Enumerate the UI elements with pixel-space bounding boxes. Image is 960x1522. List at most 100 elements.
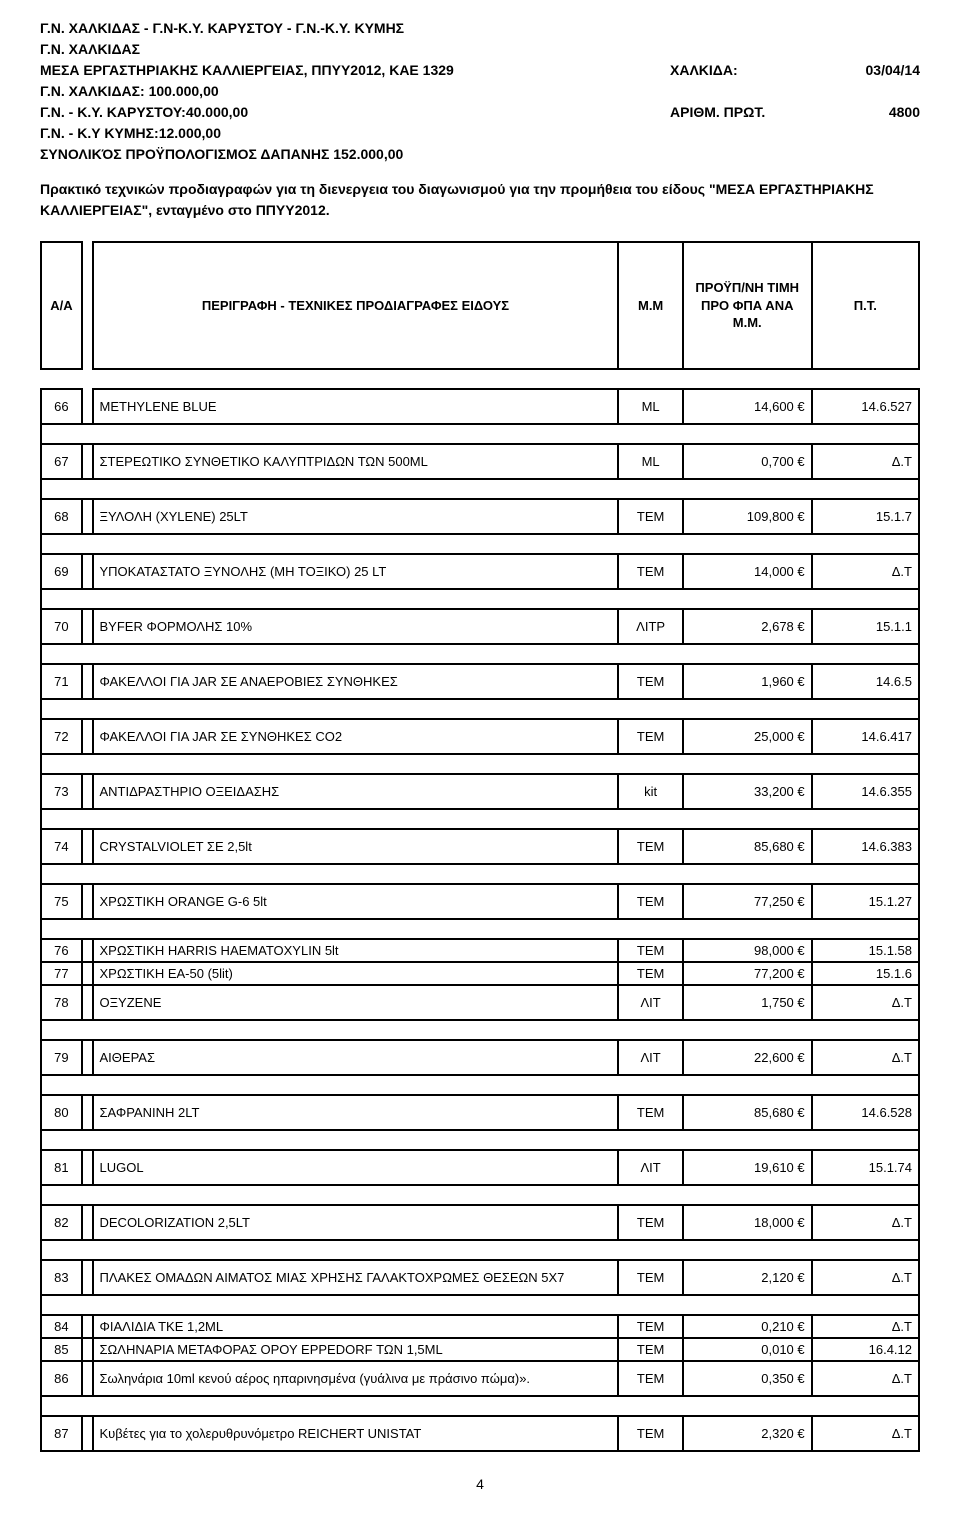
header-line-1: Γ.Ν. ΧΑΛΚΙΔΑΣ - Γ.Ν-Κ.Υ. ΚΑΡΥΣΤΟΥ - Γ.Ν.… — [40, 18, 920, 39]
cell-desc: ΑΝΤΙΔΡΑΣΤΗΡΙΟ ΟΞΕΙΔΑΣΗΣ — [93, 774, 619, 809]
document-header: Γ.Ν. ΧΑΛΚΙΔΑΣ - Γ.Ν-Κ.Υ. ΚΑΡΥΣΤΟΥ - Γ.Ν.… — [40, 18, 920, 165]
cell-mm: ΤΕΜ — [618, 1338, 682, 1361]
col-header-desc: ΠΕΡΙΓΡΑΦΗ - ΤΕΧΝΙΚΕΣ ΠΡΟΔΙΑΓΡΑΦΕΣ ΕΙΔΟΥΣ — [93, 242, 619, 369]
cell-pt: Δ.Τ — [812, 1260, 919, 1295]
header-line-6: Γ.Ν. - Κ.Υ ΚΥΜΗΣ:12.000,00 — [40, 123, 920, 144]
cell-price: 1,960 € — [683, 664, 812, 699]
cell-mm: ΤΕΜ — [618, 939, 682, 962]
cell-pt: Δ.Τ — [812, 554, 919, 589]
cell-desc: LUGOL — [93, 1150, 619, 1185]
cell-separator — [82, 1150, 93, 1185]
data-table: 66METHYLENE BLUEML14,600 €14.6.52767ΣΤΕΡ… — [40, 388, 920, 1452]
row-gap — [41, 1075, 919, 1095]
table-row: 76ΧΡΩΣΤΙΚΗ HARRIS HAEMATOXYLIN 5ltΤΕΜ98,… — [41, 939, 919, 962]
table-row: 75ΧΡΩΣΤΙΚΗ ORANGE G-6 5ltΤΕΜ77,250 €15.1… — [41, 884, 919, 919]
table-row: 83ΠΛΑΚΕΣ ΟΜΑΔΩΝ ΑΙΜΑΤΟΣ ΜΙΑΣ ΧΡΗΣΗΣ ΓΑΛΑ… — [41, 1260, 919, 1295]
cell-aa: 86 — [41, 1361, 82, 1396]
cell-desc: ΟΞΥΖΕΝΕ — [93, 985, 619, 1020]
table-row: 85 ΣΩΛΗΝΑΡΙΑ ΜΕΤΑΦΟΡΑΣ ΟΡΟΥ EPPEDORF ΤΩΝ … — [41, 1338, 919, 1361]
row-gap — [41, 534, 919, 554]
cell-separator — [82, 1338, 93, 1361]
cell-pt: 14.6.383 — [812, 829, 919, 864]
row-gap — [41, 424, 919, 444]
cell-mm: ML — [618, 389, 682, 424]
cell-mm: ΛΙΤΡ — [618, 609, 682, 644]
cell-mm: ΛΙΤ — [618, 985, 682, 1020]
cell-price: 22,600 € — [683, 1040, 812, 1075]
cell-aa: 80 — [41, 1095, 82, 1130]
cell-mm: ΤΕΜ — [618, 1095, 682, 1130]
cell-separator — [82, 719, 93, 754]
cell-separator — [82, 939, 93, 962]
cell-separator — [82, 444, 93, 479]
cell-pt: Δ.Τ — [812, 1416, 919, 1451]
cell-separator — [82, 884, 93, 919]
cell-desc: ΥΠΟΚΑΤΑΣΤΑΤΟ ΞΥΝΟΛΗΣ (ΜΗ ΤΟΞΙΚΟ) 25 LT — [93, 554, 619, 589]
cell-price: 0,700 € — [683, 444, 812, 479]
header-line-7: ΣΥΝΟΛΙΚΌΣ ΠΡΟΫΠΟΛΟΓΙΣΜΟΣ ΔΑΠΑΝΗΣ 152.000… — [40, 144, 920, 165]
cell-pt: 14.6.528 — [812, 1095, 919, 1130]
cell-aa: 67 — [41, 444, 82, 479]
row-gap — [41, 1020, 919, 1040]
cell-mm: ΤΕΜ — [618, 1260, 682, 1295]
row-gap — [41, 479, 919, 499]
cell-price: 25,000 € — [683, 719, 812, 754]
table-row: 81LUGOLΛΙΤ19,610 €15.1.74 — [41, 1150, 919, 1185]
cell-mm: ΤΕΜ — [618, 829, 682, 864]
cell-pt: Δ.Τ — [812, 1315, 919, 1338]
row-gap — [41, 644, 919, 664]
table-row: 78ΟΞΥΖΕΝΕΛΙΤ1,750 €Δ.Τ — [41, 985, 919, 1020]
table-row: 74CRYSTALVIOLET ΣΕ 2,5ltΤΕΜ85,680 €14.6.… — [41, 829, 919, 864]
table-row: 73ΑΝΤΙΔΡΑΣΤΗΡΙΟ ΟΞΕΙΔΑΣΗΣkit33,200 €14.6… — [41, 774, 919, 809]
cell-mm: ΛΙΤ — [618, 1150, 682, 1185]
row-gap — [41, 699, 919, 719]
document-description: Πρακτικό τεχνικών προδιαγραφών για τη δι… — [40, 179, 920, 221]
page-number: 4 — [40, 1476, 920, 1492]
table-row: 77ΧΡΩΣΤΙΚΗ ΕΑ-50 (5lit)ΤΕΜ77,200 €15.1.6 — [41, 962, 919, 985]
cell-mm: ΤΕΜ — [618, 719, 682, 754]
cell-aa: 71 — [41, 664, 82, 699]
row-gap — [41, 589, 919, 609]
table-row: 84ΦΙΑΛΙΔΙΑ ΤΚΕ 1,2MLΤΕΜ0,210 €Δ.Τ — [41, 1315, 919, 1338]
cell-pt: 15.1.6 — [812, 962, 919, 985]
cell-separator — [82, 609, 93, 644]
cell-price: 14,000 € — [683, 554, 812, 589]
location-date: 03/04/14 — [866, 60, 921, 81]
cell-desc: ΠΛΑΚΕΣ ΟΜΑΔΩΝ ΑΙΜΑΤΟΣ ΜΙΑΣ ΧΡΗΣΗΣ ΓΑΛΑΚΤ… — [93, 1260, 619, 1295]
header-line-3: ΜΕΣΑ ΕΡΓΑΣΤΗΡΙΑΚΗΣ ΚΑΛΛΙΕΡΓΕΙΑΣ, ΠΠΥΥ201… — [40, 60, 454, 81]
cell-desc: ΧΡΩΣΤΙΚΗ HARRIS HAEMATOXYLIN 5lt — [93, 939, 619, 962]
cell-desc: ΦΑΚΕΛΛΟΙ ΓΙΑ JAR ΣΕ ΑΝΑΕΡΟΒΙΕΣ ΣΥΝΘΗΚΕΣ — [93, 664, 619, 699]
cell-separator — [82, 985, 93, 1020]
cell-separator — [82, 1260, 93, 1295]
cell-price: 33,200 € — [683, 774, 812, 809]
cell-price: 98,000 € — [683, 939, 812, 962]
row-gap — [41, 1185, 919, 1205]
col-header-aa: Α/Α — [41, 242, 82, 369]
cell-price: 0,350 € — [683, 1361, 812, 1396]
table-row: 69ΥΠΟΚΑΤΑΣΤΑΤΟ ΞΥΝΟΛΗΣ (ΜΗ ΤΟΞΙΚΟ) 25 LT… — [41, 554, 919, 589]
cell-price: 77,200 € — [683, 962, 812, 985]
col-header-pt: Π.Τ. — [812, 242, 919, 369]
table-row: 67ΣΤΕΡΕΩΤΙΚΟ ΣΥΝΘΕΤΙΚΟ ΚΑΛΥΠΤΡΙΔΩΝ ΤΩΝ 5… — [41, 444, 919, 479]
cell-price: 1,750 € — [683, 985, 812, 1020]
cell-aa: 78 — [41, 985, 82, 1020]
cell-mm: ΤΕΜ — [618, 1205, 682, 1240]
col-header-price: ΠΡΟΫΠ/ΝΗ ΤΙΜΗ ΠΡΟ ΦΠΑ ΑΝΑ Μ.Μ. — [683, 242, 812, 369]
cell-aa: 85 — [41, 1338, 82, 1361]
cell-desc: ΧΡΩΣΤΙΚΗ ORANGE G-6 5lt — [93, 884, 619, 919]
cell-price: 2,120 € — [683, 1260, 812, 1295]
cell-pt: 15.1.58 — [812, 939, 919, 962]
cell-mm: ΤΕΜ — [618, 962, 682, 985]
cell-pt: Δ.Τ — [812, 444, 919, 479]
table-row: 68ΞΥΛΟΛΗ (XYLENE) 25LTΤΕΜ109,800 €15.1.7 — [41, 499, 919, 534]
cell-mm: ΤΕΜ — [618, 664, 682, 699]
location-label: ΧΑΛΚΙΔΑ: — [670, 60, 866, 81]
header-line-5: Γ.Ν. - Κ.Υ. ΚΑΡΥΣΤΟΥ:40.000,00 — [40, 102, 248, 123]
cell-separator — [82, 829, 93, 864]
cell-mm: ML — [618, 444, 682, 479]
cell-price: 19,610 € — [683, 1150, 812, 1185]
cell-pt: 16.4.12 — [812, 1338, 919, 1361]
cell-desc: ΣΩΛΗΝΑΡΙΑ ΜΕΤΑΦΟΡΑΣ ΟΡΟΥ EPPEDORF ΤΩΝ 1,… — [93, 1338, 619, 1361]
header-line-4: Γ.Ν. ΧΑΛΚΙΔΑΣ: 100.000,00 — [40, 81, 920, 102]
cell-price: 77,250 € — [683, 884, 812, 919]
